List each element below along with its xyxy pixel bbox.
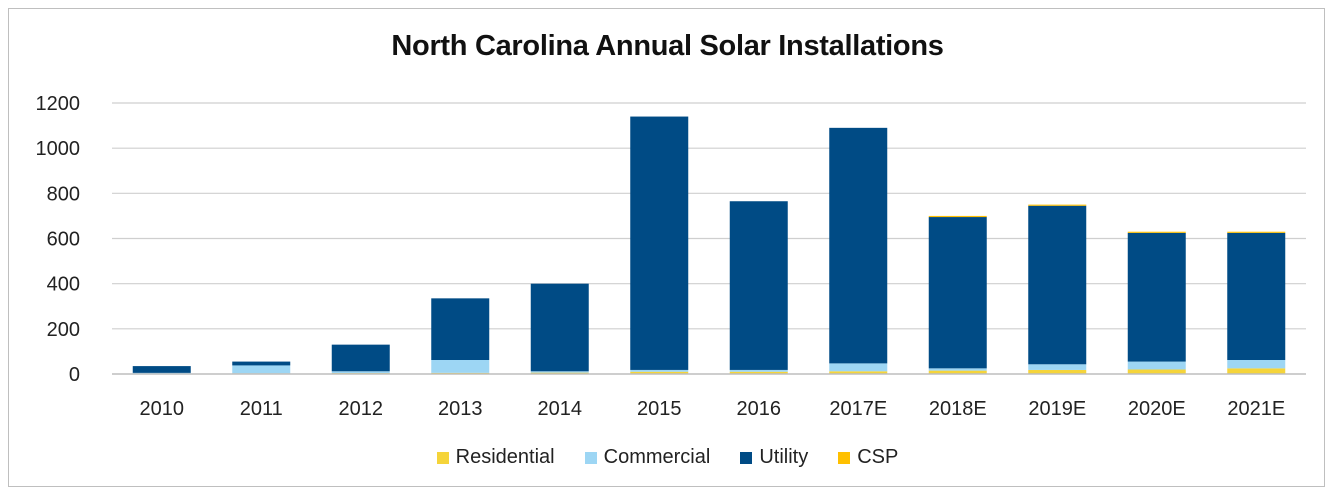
bar-commercial-2021E — [1227, 359, 1286, 369]
bar-commercial-2019E — [1028, 364, 1087, 370]
x-tick-label: 2013 — [438, 398, 483, 420]
x-tick-label: 2017E — [829, 398, 887, 420]
x-tick-label: 2012 — [339, 398, 384, 420]
y-tick-label: 1200 — [36, 93, 81, 115]
bar-commercial-2015 — [630, 369, 689, 372]
legend-label: Commercial — [603, 446, 711, 468]
bar-utility-2010 — [132, 366, 191, 373]
bar-utility-2017E — [829, 127, 888, 364]
bar-residential-2016 — [729, 371, 788, 374]
legend-label: CSP — [857, 446, 899, 468]
bar-residential-2021E — [1227, 368, 1286, 374]
bar-csp-2021E — [1227, 231, 1286, 233]
bar-utility-2016 — [729, 201, 788, 370]
bar-utility-2020E — [1127, 232, 1186, 362]
bar-residential-2018E — [928, 370, 987, 374]
legend-swatch — [740, 451, 753, 464]
bar-utility-2014 — [530, 283, 589, 372]
bar-utility-2013 — [431, 298, 490, 360]
bar-commercial-2016 — [729, 369, 788, 372]
bar-commercial-2017E — [829, 363, 888, 372]
bar-csp-2019E — [1028, 204, 1087, 206]
x-tick-label: 2019E — [1028, 398, 1086, 420]
x-tick-label: 2018E — [929, 398, 987, 420]
bar-utility-2011 — [232, 361, 291, 366]
legend-item-csp: CSP — [838, 446, 898, 469]
y-tick-label: 200 — [47, 319, 80, 341]
bar-residential-2017E — [829, 371, 888, 374]
y-tick-label: 0 — [69, 364, 80, 386]
legend-label: Residential — [455, 446, 555, 468]
bar-residential-2020E — [1127, 369, 1186, 374]
x-tick-label: 2015 — [637, 398, 682, 420]
y-tick-label: 600 — [47, 229, 80, 251]
bar-commercial-2014 — [530, 371, 589, 373]
bar-commercial-2011 — [232, 365, 291, 374]
bar-utility-2012 — [331, 344, 390, 372]
bar-utility-2019E — [1028, 205, 1087, 365]
chart-legend: Residential Commercial Utility CSP — [0, 446, 1335, 469]
x-tick-label: 2021E — [1227, 398, 1285, 420]
y-tick-label: 400 — [47, 274, 80, 296]
bar-utility-2018E — [928, 217, 987, 369]
x-tick-label: 2014 — [538, 398, 583, 420]
x-tick-label: 2011 — [240, 398, 283, 420]
legend-item-commercial: Commercial — [584, 446, 711, 469]
bar-residential-2019E — [1028, 369, 1087, 374]
legend-item-residential: Residential — [436, 446, 555, 469]
y-tick-label: 1000 — [36, 138, 81, 160]
bar-utility-2015 — [630, 116, 689, 370]
x-tick-label: 2010 — [140, 398, 185, 420]
legend-swatch — [838, 451, 851, 464]
bar-commercial-2020E — [1127, 361, 1186, 370]
bar-utility-2021E — [1227, 232, 1286, 360]
chart-title: North Carolina Annual Solar Installation… — [391, 30, 944, 62]
legend-swatch — [584, 451, 597, 464]
legend-item-utility: Utility — [740, 446, 808, 469]
bar-csp-2020E — [1127, 231, 1186, 233]
y-tick-label: 800 — [47, 183, 80, 205]
x-tick-label: 2020E — [1128, 398, 1186, 420]
bar-commercial-2013 — [431, 359, 490, 373]
bar-commercial-2018E — [928, 368, 987, 371]
bar-commercial-2012 — [331, 371, 390, 374]
legend-swatch — [436, 451, 449, 464]
bar-commercial-2010 — [132, 372, 191, 374]
bar-csp-2018E — [928, 215, 987, 218]
bar-residential-2015 — [630, 371, 689, 374]
legend-label: Utility — [759, 446, 809, 468]
x-tick-label: 2016 — [737, 398, 782, 420]
